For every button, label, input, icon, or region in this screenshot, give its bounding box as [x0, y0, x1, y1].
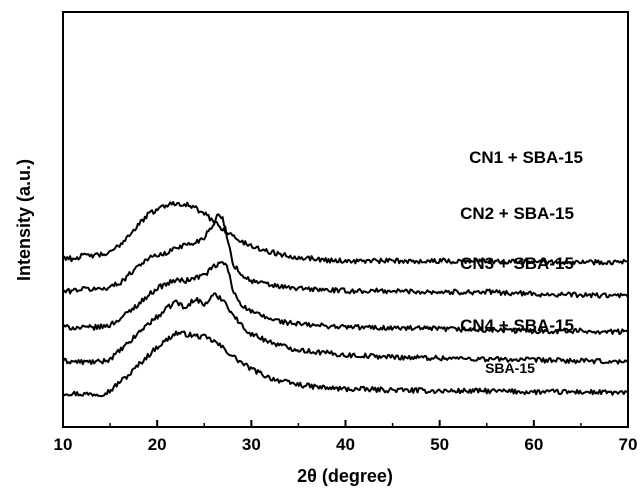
series-label-3: CN3 + SBA-15: [460, 254, 574, 273]
series-trace-1: [62, 330, 629, 398]
x-tick-label: 50: [430, 435, 449, 454]
series-trace-2: [62, 292, 629, 366]
x-tick-label: 20: [148, 435, 167, 454]
x-tick-label: 30: [242, 435, 261, 454]
series-label-4: CN4 + SBA-15: [460, 316, 574, 335]
series-label-1: CN1 + SBA-15: [469, 148, 583, 167]
series-trace-3: [62, 261, 629, 336]
x-axis-ticks: 10 20 30 40 50 60 70: [54, 420, 638, 454]
x-tick-label: 70: [619, 435, 638, 454]
series-label-5: SBA-15: [485, 360, 535, 376]
series-traces: [62, 201, 629, 398]
x-axis-title: 2θ (degree): [297, 466, 393, 486]
series-labels: CN1 + SBA-15 CN2 + SBA-15 CN3 + SBA-15 CN4 …: [460, 148, 583, 376]
x-tick-label: 40: [336, 435, 355, 454]
x-tick-label: 10: [54, 435, 73, 454]
y-axis-title: Intensity (a.u.): [14, 159, 34, 281]
series-label-2: CN2 + SBA-15: [460, 204, 574, 223]
x-tick-label: 60: [524, 435, 543, 454]
series-trace-5: [62, 201, 629, 266]
series-trace-4: [62, 213, 629, 299]
